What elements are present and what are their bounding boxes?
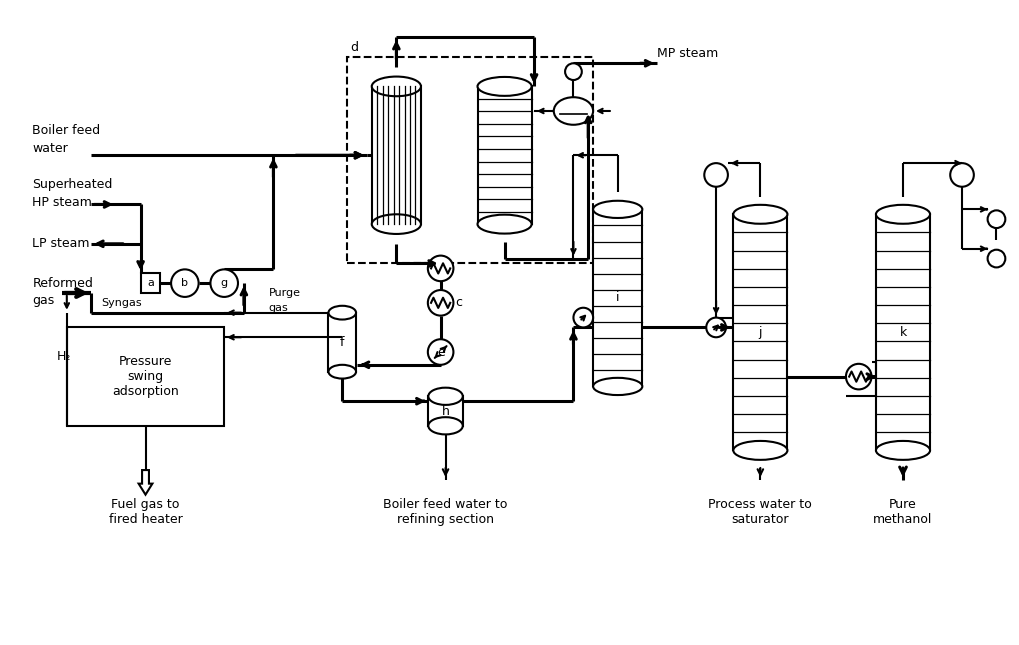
Text: Pressure: Pressure: [119, 355, 172, 368]
Bar: [876, 214, 930, 450]
Text: HP steam: HP steam: [33, 196, 93, 209]
Text: a: a: [147, 278, 154, 288]
Ellipse shape: [478, 77, 532, 96]
Text: water: water: [33, 142, 68, 155]
Ellipse shape: [876, 205, 930, 224]
Ellipse shape: [428, 388, 463, 405]
Circle shape: [574, 308, 593, 328]
Text: i: i: [615, 292, 620, 304]
Circle shape: [987, 250, 1006, 268]
Text: h: h: [441, 404, 449, 417]
Text: MP steam: MP steam: [657, 48, 718, 61]
Ellipse shape: [478, 215, 532, 233]
Text: Syngas: Syngas: [101, 298, 142, 308]
Text: swing: swing: [127, 370, 164, 383]
Bar: [734, 214, 788, 450]
Text: d: d: [351, 41, 358, 54]
Text: refining section: refining section: [397, 513, 494, 526]
Text: k: k: [900, 326, 907, 339]
Ellipse shape: [593, 378, 642, 395]
Text: saturator: saturator: [732, 513, 789, 526]
Text: adsorption: adsorption: [112, 385, 179, 398]
Text: Process water to: Process water to: [708, 498, 812, 511]
Bar: [428, 396, 463, 426]
Ellipse shape: [553, 97, 593, 124]
Text: Fuel gas to: Fuel gas to: [111, 498, 179, 511]
Circle shape: [987, 210, 1006, 228]
Ellipse shape: [734, 205, 788, 224]
Text: fired heater: fired heater: [109, 513, 182, 526]
Text: j: j: [758, 326, 762, 339]
Text: Reformed: Reformed: [33, 277, 94, 290]
Text: methanol: methanol: [873, 513, 932, 526]
Ellipse shape: [328, 306, 356, 319]
Text: e: e: [437, 346, 444, 359]
Bar: [593, 210, 642, 386]
Ellipse shape: [328, 365, 356, 379]
Ellipse shape: [372, 214, 421, 234]
Circle shape: [428, 290, 453, 315]
Circle shape: [428, 255, 453, 281]
Text: g: g: [221, 278, 228, 288]
Circle shape: [171, 270, 199, 297]
Bar: [478, 86, 532, 224]
Bar: [347, 57, 593, 263]
Ellipse shape: [593, 201, 642, 218]
Ellipse shape: [734, 441, 788, 460]
Circle shape: [951, 163, 974, 187]
Text: Pure: Pure: [890, 498, 917, 511]
Bar: [67, 328, 224, 426]
Text: b: b: [181, 278, 189, 288]
Bar: [372, 86, 421, 224]
Ellipse shape: [876, 441, 930, 460]
Circle shape: [704, 163, 728, 187]
Bar: [328, 313, 356, 372]
Text: gas: gas: [268, 303, 288, 313]
Circle shape: [211, 270, 238, 297]
Text: f: f: [340, 335, 344, 349]
Polygon shape: [139, 470, 153, 495]
Text: Purge: Purge: [268, 288, 301, 298]
Text: gas: gas: [33, 294, 55, 308]
Circle shape: [566, 63, 582, 80]
Circle shape: [428, 339, 453, 365]
Text: H₂: H₂: [57, 350, 71, 363]
Circle shape: [846, 364, 871, 390]
Text: Boiler feed: Boiler feed: [33, 124, 101, 137]
Text: Boiler feed water to: Boiler feed water to: [383, 498, 507, 511]
Ellipse shape: [428, 417, 463, 434]
Bar: [141, 273, 160, 293]
Ellipse shape: [372, 77, 421, 96]
Circle shape: [706, 317, 726, 337]
Text: LP steam: LP steam: [33, 237, 90, 250]
Text: c: c: [455, 296, 463, 310]
Text: Superheated: Superheated: [33, 178, 113, 192]
